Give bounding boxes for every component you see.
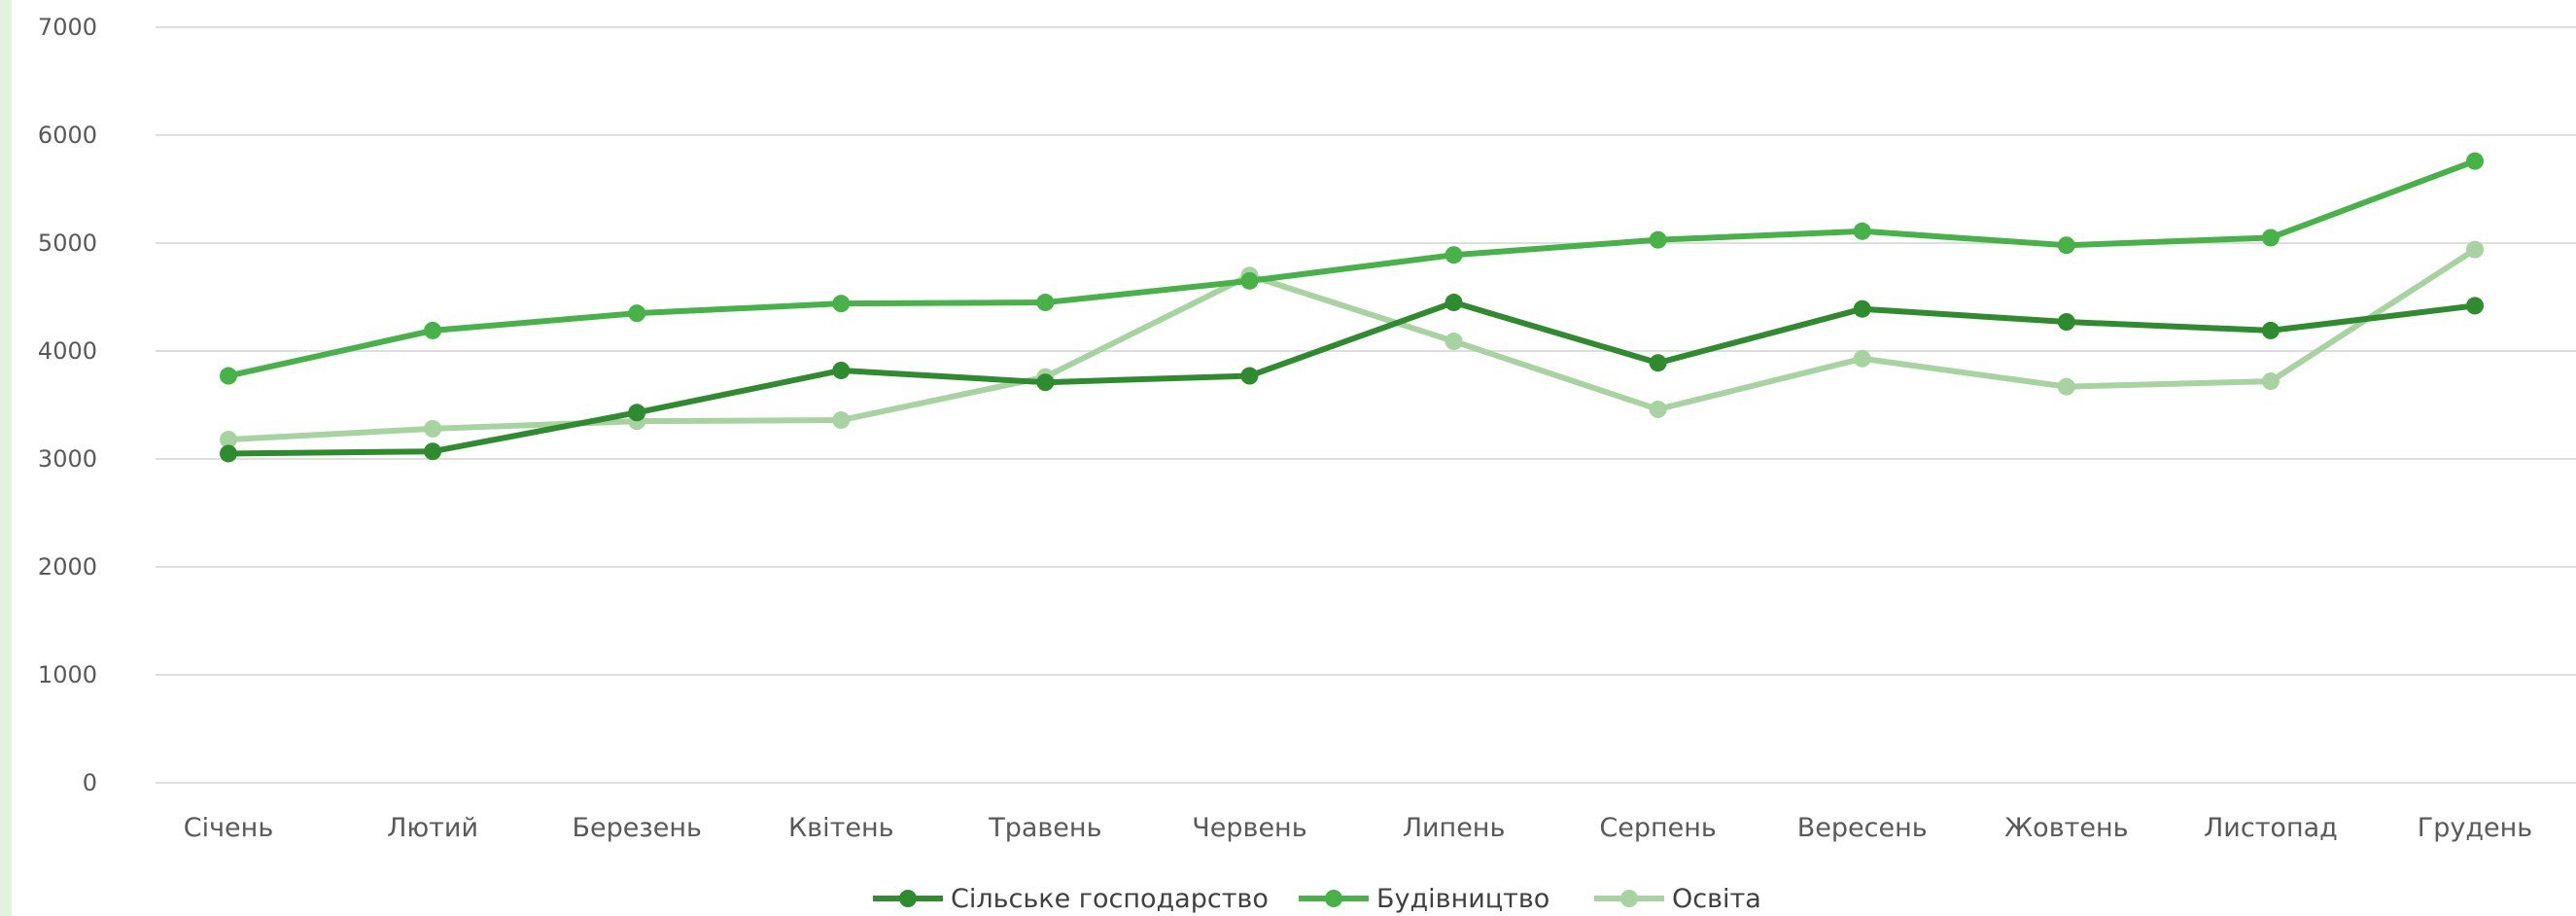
- data-point: [1649, 230, 1667, 249]
- x-tick-label: Грудень: [2418, 813, 2532, 843]
- data-point: [1853, 222, 1871, 240]
- x-tick-label: Березень: [572, 813, 701, 843]
- series-line: [226, 158, 2478, 379]
- legend: Сільське господарство Будівництво Освіта: [873, 884, 1761, 914]
- y-tick-label: 0: [83, 769, 97, 796]
- x-tick-label: Червень: [1192, 813, 1306, 843]
- data-point: [2466, 240, 2484, 259]
- legend-item-1: Будівництво: [1299, 884, 1549, 914]
- data-point: [2261, 372, 2280, 391]
- data-point: [1445, 246, 1463, 264]
- left-accent-strip: [0, 0, 12, 916]
- x-tick-label: Жовтень: [2004, 813, 2128, 843]
- data-point: [220, 431, 237, 449]
- x-tick-label: Січень: [184, 813, 273, 843]
- x-tick-label: Серпень: [1599, 813, 1716, 843]
- legend-swatch-marker: [899, 890, 917, 907]
- series-2: [220, 240, 2484, 449]
- y-tick-label: 1000: [38, 661, 97, 688]
- y-tick-label: 5000: [38, 229, 97, 257]
- data-point: [1853, 349, 1871, 368]
- series-0: [220, 294, 2484, 463]
- data-point: [2466, 152, 2484, 170]
- legend-item-2: Освіта: [1594, 884, 1761, 914]
- data-point: [424, 442, 442, 461]
- data-point: [832, 411, 851, 430]
- data-point: [220, 367, 237, 385]
- data-point: [1240, 367, 1259, 385]
- data-point: [1649, 400, 1667, 418]
- data-point: [2057, 377, 2075, 396]
- y-tick-label: 3000: [38, 445, 97, 473]
- x-tick-label: Вересень: [1797, 813, 1928, 843]
- series-line: [226, 299, 2478, 457]
- legend-label: Будівництво: [1376, 884, 1549, 914]
- data-point: [832, 361, 851, 379]
- legend-swatch-marker: [1620, 890, 1638, 907]
- data-point: [628, 304, 646, 323]
- data-point: [2466, 297, 2484, 315]
- data-point: [1240, 271, 1259, 290]
- series-lines: [220, 152, 2484, 463]
- y-tick-label: 6000: [38, 122, 97, 149]
- data-point: [832, 295, 851, 313]
- legend-item-0: Сільське господарство: [873, 884, 1269, 914]
- data-point: [1036, 373, 1055, 392]
- data-point: [2261, 229, 2280, 247]
- y-axis-tick-labels: 0 1000 2000 3000 4000 5000 6000 7000: [38, 14, 97, 796]
- data-point: [424, 321, 442, 339]
- y-tick-label: 2000: [38, 553, 97, 581]
- data-point: [2057, 236, 2075, 255]
- legend-swatch-marker: [1325, 890, 1342, 907]
- legend-label: Освіта: [1672, 884, 1761, 914]
- data-point: [1036, 294, 1055, 312]
- data-point: [424, 419, 442, 438]
- x-tick-label: Квітень: [788, 813, 894, 843]
- y-tick-label: 7000: [38, 14, 97, 41]
- data-point: [1853, 299, 1871, 318]
- x-tick-label: Травень: [988, 813, 1101, 843]
- legend-label: Сільське господарство: [951, 884, 1269, 914]
- x-tick-label: Листопад: [2204, 813, 2338, 843]
- data-point: [1445, 294, 1463, 312]
- data-point: [628, 404, 646, 422]
- x-tick-label: Лютий: [387, 813, 478, 843]
- gridlines: [156, 26, 2576, 784]
- series-line: [226, 246, 2478, 443]
- data-point: [2261, 321, 2280, 339]
- data-point: [1445, 333, 1463, 351]
- series-1: [220, 152, 2484, 385]
- data-point: [220, 444, 237, 463]
- y-tick-label: 4000: [38, 337, 97, 365]
- data-point: [2057, 313, 2075, 332]
- data-point: [1649, 354, 1667, 372]
- x-axis-tick-labels: Січень Лютий Березень Квітень Травень Червень…: [184, 813, 2532, 843]
- x-tick-label: Липень: [1403, 813, 1506, 843]
